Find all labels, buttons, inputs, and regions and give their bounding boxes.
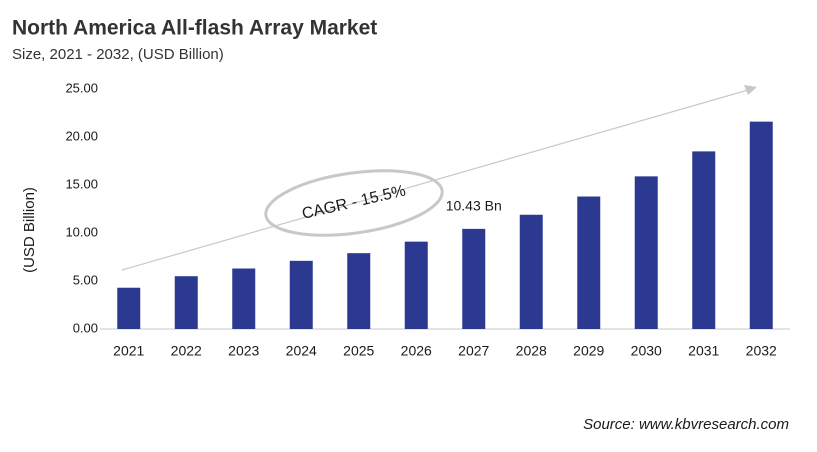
arrow-head xyxy=(744,85,757,95)
y-tick-label: 25.00 xyxy=(65,80,98,95)
x-tick-label: 2028 xyxy=(516,343,547,359)
x-tick-label: 2031 xyxy=(688,343,719,359)
value-label: 10.43 Bn xyxy=(446,198,502,214)
x-tick-label: 2029 xyxy=(573,343,604,359)
y-tick-label: 0.00 xyxy=(73,320,98,335)
x-tick-label: 2032 xyxy=(746,343,777,359)
y-axis-label: (USD Billion) xyxy=(21,187,38,273)
chart-title: North America All-flash Array Market xyxy=(12,17,377,40)
x-tick-label: 2030 xyxy=(631,343,662,359)
bar xyxy=(347,253,371,329)
y-tick-label: 20.00 xyxy=(65,128,98,143)
bar xyxy=(692,151,716,329)
y-tick-label: 15.00 xyxy=(65,176,98,191)
x-tick-label: 2022 xyxy=(171,343,202,359)
x-tick-label: 2024 xyxy=(286,343,317,359)
cagr-ellipse xyxy=(264,169,444,237)
bar xyxy=(749,121,773,329)
y-tick-label: 5.00 xyxy=(73,272,98,287)
bar xyxy=(117,287,141,329)
bar xyxy=(577,196,601,329)
x-tick-label: 2026 xyxy=(401,343,432,359)
x-tick-label: 2027 xyxy=(458,343,489,359)
bar xyxy=(519,214,543,329)
x-tick-label: 2023 xyxy=(228,343,259,359)
bar xyxy=(404,241,428,329)
bar xyxy=(462,228,486,329)
bar xyxy=(634,176,658,329)
bar xyxy=(232,268,256,329)
x-tick-label: 2025 xyxy=(343,343,374,359)
y-tick-label: 10.00 xyxy=(65,224,98,239)
bar xyxy=(174,276,198,329)
source: Source: www.kbvresearch.com xyxy=(583,416,789,433)
chart-subtitle: Size, 2021 - 2032, (USD Billion) xyxy=(12,46,224,63)
bar xyxy=(289,260,313,329)
x-tick-label: 2021 xyxy=(113,343,144,359)
